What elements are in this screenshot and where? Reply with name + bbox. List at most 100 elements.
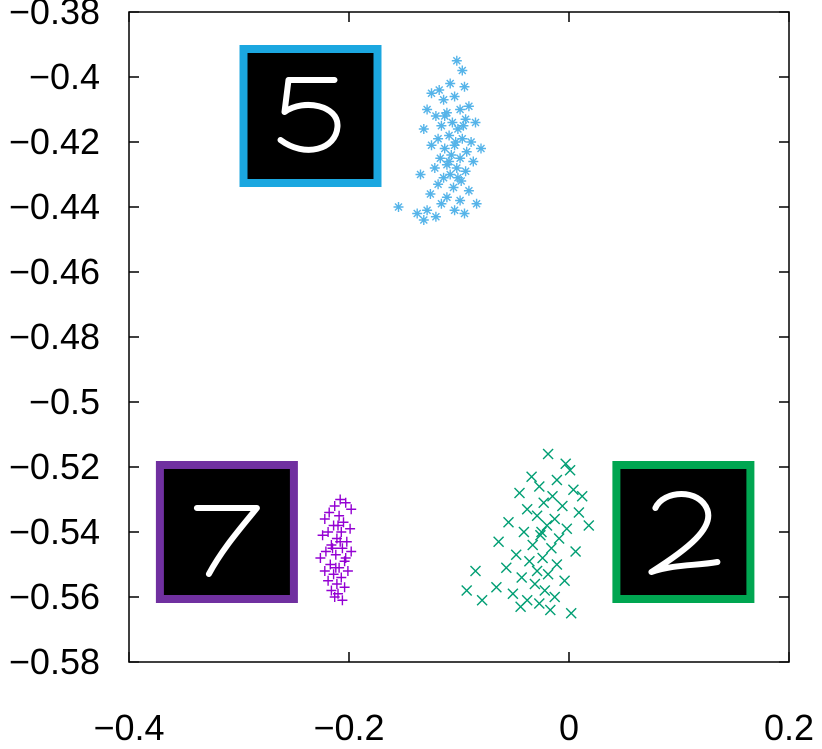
data-point (460, 166, 471, 177)
data-point (451, 55, 462, 66)
data-point (323, 575, 334, 586)
data-point (329, 592, 340, 602)
data-point (458, 120, 469, 131)
data-point (531, 510, 543, 522)
data-point (556, 500, 568, 512)
data-point (433, 133, 444, 144)
data-point (328, 569, 339, 580)
digit-7-glyph (193, 505, 260, 577)
data-point (503, 516, 514, 528)
data-point (476, 594, 488, 606)
data-point (438, 94, 449, 105)
data-point (567, 484, 579, 496)
data-point (457, 65, 468, 76)
data-point (470, 117, 481, 128)
data-point (345, 523, 356, 534)
data-point (515, 601, 527, 613)
axis-ticks: −0.4 −0.2 0 0.2 −0.38 −0.4 −0.42 −0.44 −0.46 −0.4… (9, 0, 814, 748)
data-point (452, 124, 463, 134)
data-point (441, 107, 452, 118)
data-point (466, 137, 477, 147)
data-point (333, 520, 343, 531)
data-point (534, 529, 546, 541)
data-point (521, 503, 533, 515)
data-point (444, 156, 455, 167)
data-point (549, 591, 561, 603)
data-point (448, 182, 459, 193)
data-point (436, 120, 447, 131)
digit-2-inset (612, 461, 755, 603)
data-point (461, 146, 472, 157)
data-point (533, 598, 545, 609)
data-point (460, 114, 471, 125)
data-point (452, 172, 463, 183)
digit-5-inset (239, 45, 382, 187)
data-point (573, 507, 585, 518)
data-point (553, 533, 565, 544)
data-point (570, 546, 582, 557)
data-point (334, 510, 345, 521)
series-digit-7 (315, 494, 357, 606)
data-point (337, 543, 348, 554)
data-point (471, 198, 482, 209)
data-point (538, 497, 550, 509)
data-point (459, 81, 470, 92)
data-point (507, 588, 519, 600)
digit-5-glyph (277, 77, 341, 153)
data-points (315, 55, 595, 619)
y-tick-label: −0.38 (9, 0, 100, 32)
series-digit-5 (393, 55, 486, 225)
data-point (527, 539, 539, 551)
data-point (418, 124, 429, 134)
data-point (565, 607, 577, 619)
data-point (451, 163, 462, 173)
data-point (337, 595, 348, 606)
data-point (461, 585, 473, 596)
data-point (449, 140, 460, 151)
data-point (441, 159, 452, 170)
data-point (439, 143, 450, 154)
data-point (459, 208, 470, 219)
data-point (449, 91, 460, 102)
data-point (439, 111, 450, 121)
data-point (551, 559, 563, 570)
data-point (326, 585, 337, 596)
data-point (446, 150, 457, 160)
data-point (523, 555, 535, 567)
data-point (415, 169, 426, 180)
data-point (449, 205, 460, 216)
y-tick-label: −0.42 (9, 121, 100, 162)
data-point (426, 140, 437, 151)
data-point (493, 536, 505, 548)
data-point (544, 604, 556, 616)
data-point (433, 179, 444, 190)
data-point (346, 504, 357, 515)
data-point (430, 111, 441, 121)
data-point (447, 117, 458, 128)
data-point (338, 517, 349, 528)
data-point (533, 481, 545, 492)
data-point (319, 514, 330, 524)
data-point (330, 549, 341, 560)
x-tick-label: −0.4 (93, 707, 164, 748)
data-point (393, 202, 404, 212)
data-point (336, 527, 347, 537)
data-point (541, 520, 553, 531)
data-point (327, 543, 338, 554)
data-point (325, 559, 336, 570)
data-point (545, 542, 557, 554)
data-point (324, 507, 335, 518)
data-point (339, 582, 350, 593)
data-point (335, 536, 346, 547)
y-tick-label: −0.46 (9, 251, 100, 292)
data-point (547, 490, 558, 502)
data-point (425, 189, 436, 199)
digit-2-glyph (648, 491, 721, 575)
data-point (576, 490, 588, 502)
y-tick-label: −0.58 (9, 641, 100, 682)
x-tick-label: 0.2 (764, 707, 814, 748)
data-point (455, 104, 466, 115)
data-point (455, 153, 466, 164)
data-point (330, 562, 341, 573)
